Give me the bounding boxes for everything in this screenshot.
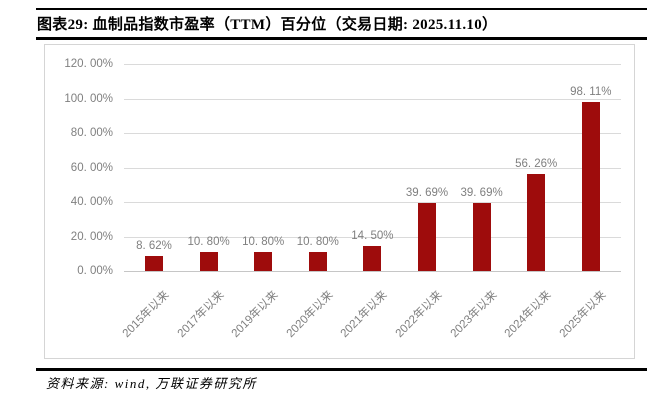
bar-value-label: 10. 80% [296, 236, 339, 249]
chart-frame: 0. 00% 20. 00% 40. 00% 60. 00% 80. 00% 100. 0… [44, 44, 635, 359]
bar-value-label: 10. 80% [242, 236, 285, 249]
y-axis-tick-label: 60. 00% [70, 161, 113, 174]
gridline [124, 167, 621, 169]
bar [254, 252, 273, 271]
y-axis-tick-label: 80. 00% [70, 127, 113, 139]
x-axis-line [124, 271, 621, 272]
y-axis-tick-label: 120. 00% [64, 58, 113, 70]
top-rule [36, 8, 647, 10]
gridline [124, 202, 621, 203]
x-axis-category-label: 2023年以来 [448, 289, 500, 340]
title-underline-rule [36, 37, 647, 40]
y-axis-tick-label: 100. 00% [64, 92, 113, 105]
bar [581, 101, 600, 271]
bar-value-label: 8. 62% [136, 240, 172, 253]
bar-value-label: 39. 69% [405, 186, 449, 199]
gridline [124, 64, 621, 65]
y-axis-tick-label: 0. 00% [77, 265, 113, 277]
bar-value-label: 14. 50% [351, 229, 394, 242]
bar [199, 252, 218, 271]
bar [527, 173, 546, 271]
x-axis-category-label: 2017年以来 [175, 289, 227, 340]
x-axis-category-label: 2022年以来 [393, 289, 445, 340]
gridline [124, 236, 621, 238]
bar [363, 245, 382, 271]
x-axis-category-label: 2015年以来 [120, 289, 172, 340]
x-axis-category-label: 2025年以来 [557, 289, 609, 340]
bar-value-label: 10. 80% [187, 236, 230, 249]
x-axis-category-label: 2021年以来 [338, 289, 390, 340]
bar-value-label: 56. 26% [515, 157, 558, 170]
bar [472, 202, 491, 271]
y-axis-tick-label: 40. 00% [70, 196, 113, 208]
bar [308, 252, 327, 271]
bottom-rule [36, 368, 647, 371]
bar-value-label: 39. 69% [460, 186, 503, 199]
figure-title: 图表29: 血制品指数市盈率（TTM）百分位（交易日期: 2025.11.10） [37, 17, 498, 33]
source-note: 资料来源: wind, 万联证券研究所 [46, 376, 257, 391]
gridline [124, 98, 621, 100]
gridline [124, 133, 621, 134]
x-axis-category-label: 2024年以来 [502, 289, 554, 340]
bar [145, 256, 163, 271]
bar [418, 202, 436, 271]
plot-area: 0. 00% 20. 00% 40. 00% 60. 00% 80. 00% 100. 0… [45, 45, 634, 358]
x-axis-category-label: 2019年以来 [229, 289, 281, 340]
bar-value-label: 98. 11% [570, 85, 612, 98]
y-axis-tick-label: 20. 00% [70, 230, 113, 243]
x-axis-category-label: 2020年以来 [284, 289, 336, 340]
